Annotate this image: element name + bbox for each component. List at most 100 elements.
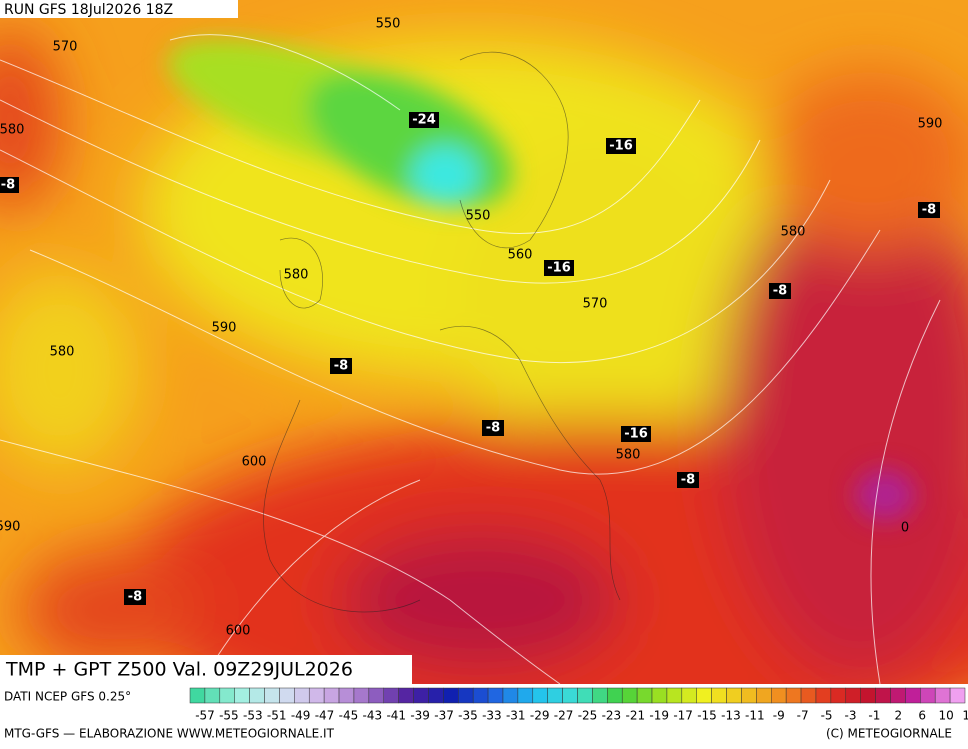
colorbar-swatch xyxy=(875,687,891,704)
colorbar-swatch xyxy=(383,687,399,704)
temperature-label: -8 xyxy=(922,203,936,218)
credits-left: MTG-GFS — ELABORAZIONE WWW.METEOGIORNALE… xyxy=(4,727,335,741)
colorbar-label: -13 xyxy=(721,709,741,723)
colorbar-label: -19 xyxy=(649,709,669,723)
colorbar-swatch xyxy=(771,687,787,704)
credits-right: (C) METEOGIORNALE xyxy=(826,727,952,741)
colorbar-swatch xyxy=(920,687,936,704)
colorbar-swatch xyxy=(323,687,340,704)
header-box xyxy=(0,0,238,18)
colorbar-swatch xyxy=(353,687,370,704)
colorbar-label: -45 xyxy=(339,709,359,723)
colorbar-label: -21 xyxy=(626,709,646,723)
colorbar-swatch xyxy=(726,687,742,704)
colorbar-label: -5 xyxy=(821,709,833,723)
colorbar-swatch xyxy=(249,687,265,704)
temperature-label-box xyxy=(606,138,636,154)
contour-label: 590 xyxy=(918,117,943,132)
colorbar-swatch xyxy=(547,687,563,704)
colorbar-label: -57 xyxy=(195,709,215,723)
contour-label: 600 xyxy=(226,624,251,639)
contours xyxy=(0,34,941,684)
temperature-label: 0 xyxy=(901,521,909,536)
colorbar-label: 2 xyxy=(894,709,902,723)
colorbar-label: -37 xyxy=(434,709,454,723)
temperature-label-box xyxy=(918,202,940,218)
colorbar-swatch xyxy=(949,687,966,704)
colorbar-label: 6 xyxy=(918,709,926,723)
colorbar-label: -39 xyxy=(410,709,430,723)
map-title: TMP + GPT Z500 Val. 09Z29JUL2026 xyxy=(5,659,353,681)
temperature-label: -8 xyxy=(334,359,348,374)
contour-label: 550 xyxy=(376,17,401,32)
colorbar-swatch xyxy=(666,687,683,704)
colorbar-label: -55 xyxy=(219,709,239,723)
colorbar-swatch xyxy=(800,687,817,704)
colorbar-swatch xyxy=(681,687,697,704)
contour-label: 600 xyxy=(242,455,267,470)
coastlines xyxy=(263,51,621,613)
temperature-label: -16 xyxy=(609,139,633,154)
colorbar-swatch xyxy=(368,687,385,704)
colorbar-swatch xyxy=(219,687,235,704)
colorbar-label: -23 xyxy=(602,709,622,723)
title-box xyxy=(0,655,412,684)
colorbar-swatch xyxy=(532,687,548,704)
colorbar-swatch xyxy=(517,687,534,704)
temperature-label-box xyxy=(482,420,504,436)
contour-label: 580 xyxy=(781,225,806,240)
colorbar-swatch xyxy=(428,687,444,704)
colorbar-swatch xyxy=(621,687,638,704)
colorbar-swatch xyxy=(934,687,951,704)
contour-label: 590 xyxy=(212,321,237,336)
colorbar-label: -17 xyxy=(673,709,693,723)
temperature-label-box xyxy=(124,589,146,605)
map-labels: 550 570 580 590 550 560 580 580 570 590 580 580 600 5… xyxy=(0,17,942,639)
colorbar-label: -11 xyxy=(745,709,765,723)
colorbar-label: -33 xyxy=(482,709,502,723)
temperature-label: -24 xyxy=(412,113,436,128)
colorbar-swatch xyxy=(696,687,712,704)
temperature-label-box xyxy=(0,177,19,193)
colorbar-swatch xyxy=(890,687,906,704)
colorbar-swatch xyxy=(636,687,653,704)
colorbar-swatch xyxy=(562,687,578,704)
contour-label: 560 xyxy=(508,248,533,263)
temperature-label-box xyxy=(330,358,352,374)
temperature-label: -8 xyxy=(486,421,500,436)
colorbar-label: -47 xyxy=(315,709,335,723)
colorbar-swatch xyxy=(294,687,310,704)
contour-label: 580 xyxy=(0,123,24,138)
colorbar-swatch xyxy=(905,687,921,704)
colorbar-swatch xyxy=(443,687,459,704)
colorbar-swatch xyxy=(651,687,668,704)
colorbar-swatch xyxy=(756,687,772,704)
colorbar-swatch xyxy=(234,687,250,704)
colorbar-label: -49 xyxy=(291,709,311,723)
colorbar-swatch xyxy=(592,687,608,704)
colorbar-swatch xyxy=(785,687,802,704)
colorbar-swatch xyxy=(815,687,832,704)
run-label: RUN GFS 18Jul2026 18Z xyxy=(4,2,173,18)
temperature-label: -16 xyxy=(624,427,648,442)
contour-label: 580 xyxy=(284,268,309,283)
colorbar-label: -9 xyxy=(773,709,785,723)
colorbar-label: -3 xyxy=(844,709,856,723)
temperature-label: -8 xyxy=(128,590,142,605)
colorbar-swatch xyxy=(458,687,474,704)
colorbar-swatch xyxy=(830,687,847,704)
colorbar-swatch xyxy=(338,687,355,704)
temperature-label-box xyxy=(769,283,791,299)
colorbar-label: -15 xyxy=(697,709,717,723)
colorbar-label: -27 xyxy=(554,709,574,723)
colorbar-swatch xyxy=(741,687,757,704)
colorbar-label: 14 xyxy=(962,709,968,723)
colorbar-swatch xyxy=(308,687,325,704)
contour-label: 570 xyxy=(53,40,78,55)
temperature-label-box xyxy=(621,426,651,442)
colorbar-swatch xyxy=(279,687,295,704)
colorbar-swatch xyxy=(204,687,221,704)
